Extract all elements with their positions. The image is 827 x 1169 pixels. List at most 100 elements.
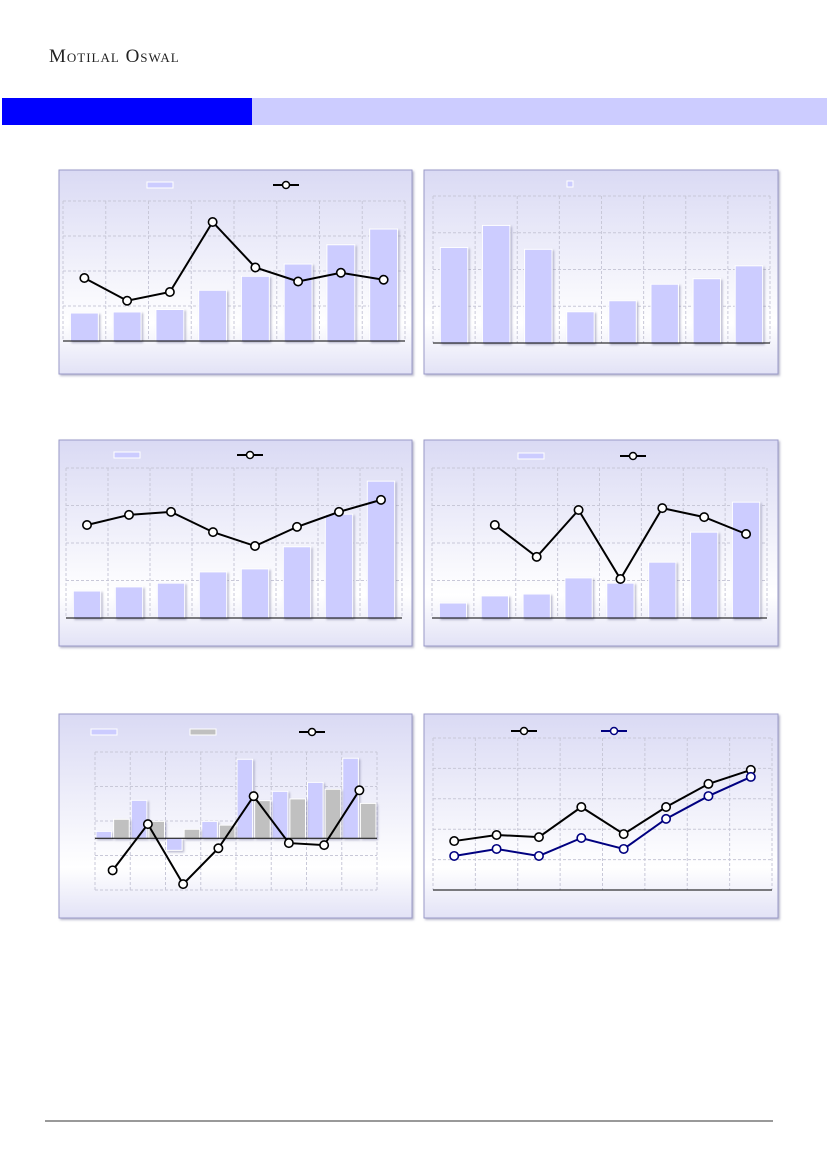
line-marker	[378, 274, 389, 285]
bar	[198, 571, 228, 619]
line-marker	[533, 850, 544, 861]
bar	[648, 561, 677, 619]
bar	[342, 757, 359, 839]
bar	[566, 311, 595, 344]
bar	[690, 531, 719, 619]
line-marker	[213, 843, 224, 854]
line-marker	[164, 286, 175, 297]
line	[83, 220, 384, 302]
legend-swatch	[146, 181, 174, 189]
bar	[240, 568, 270, 619]
line-marker	[576, 802, 587, 813]
legend-marker	[628, 451, 638, 461]
line-marker	[335, 267, 346, 278]
legend-marker	[609, 726, 619, 736]
line-marker	[491, 829, 502, 840]
bar	[114, 586, 144, 619]
bar	[369, 228, 399, 342]
line	[86, 498, 382, 548]
bar	[608, 300, 637, 344]
chart	[423, 439, 779, 647]
line-marker	[166, 506, 177, 517]
bar	[283, 263, 313, 342]
bar	[522, 593, 551, 619]
chart	[423, 713, 779, 919]
bar	[438, 602, 468, 619]
legend-marker	[519, 726, 529, 736]
line-marker	[291, 521, 302, 532]
legend-swatch	[566, 180, 574, 188]
legend-swatch	[517, 452, 545, 460]
line-marker	[375, 494, 386, 505]
line-marker	[449, 850, 460, 861]
bar	[289, 798, 306, 839]
line-marker	[573, 504, 584, 515]
line-marker	[178, 879, 189, 890]
section-band	[2, 98, 252, 125]
line-marker	[122, 295, 133, 306]
line-marker	[319, 840, 330, 851]
legend-marker	[307, 727, 317, 737]
line-marker	[703, 791, 714, 802]
line-marker	[248, 791, 259, 802]
chart	[58, 169, 413, 375]
line-marker	[207, 217, 218, 228]
bar	[650, 283, 679, 344]
bar	[282, 546, 312, 619]
legend-swatch	[189, 728, 217, 736]
line-marker	[250, 262, 261, 273]
chart-panel	[423, 713, 779, 919]
bar	[324, 513, 354, 619]
bar	[439, 246, 469, 344]
line	[454, 776, 752, 857]
legend-marker	[245, 450, 255, 460]
bar	[113, 818, 130, 839]
line-marker	[79, 272, 90, 283]
line-marker	[208, 527, 219, 538]
bar	[156, 582, 186, 619]
line-marker	[533, 832, 544, 843]
line-marker	[449, 836, 460, 847]
line-marker	[741, 528, 752, 539]
line	[111, 789, 361, 886]
line-marker	[615, 573, 626, 584]
line-marker	[657, 503, 668, 514]
bar	[307, 781, 324, 839]
line	[454, 768, 752, 843]
line-marker	[124, 509, 135, 520]
bar	[240, 275, 270, 342]
bar	[95, 830, 113, 839]
bar	[606, 582, 635, 619]
bar	[692, 278, 722, 344]
chart	[423, 169, 779, 375]
line-marker	[618, 843, 629, 854]
line-marker	[250, 540, 261, 551]
legend-swatch	[90, 728, 118, 736]
bar	[166, 837, 183, 851]
line-marker	[333, 506, 344, 517]
line-marker	[618, 829, 629, 840]
bar	[72, 590, 102, 619]
bar	[130, 799, 148, 839]
bar	[326, 244, 356, 342]
bar	[734, 265, 764, 344]
line-marker	[703, 778, 714, 789]
chart	[58, 439, 413, 647]
bar	[480, 595, 509, 619]
bar	[183, 828, 201, 839]
bar	[198, 289, 228, 342]
chart	[58, 713, 413, 919]
line-marker	[293, 276, 304, 287]
bar	[564, 577, 593, 619]
line-marker	[576, 833, 587, 844]
line-marker	[142, 819, 153, 830]
line-marker	[491, 843, 502, 854]
bar	[69, 312, 99, 342]
line-marker	[82, 519, 93, 530]
bar	[112, 311, 142, 342]
line-marker	[661, 813, 672, 824]
bar	[524, 248, 553, 344]
line-marker	[531, 551, 542, 562]
